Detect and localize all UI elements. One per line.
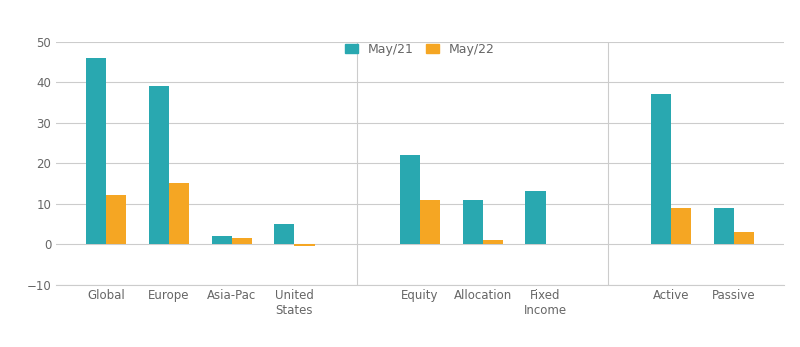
Bar [169, 183, 189, 244]
Bar [400, 155, 420, 244]
Bar [106, 195, 126, 244]
Bar [714, 208, 734, 244]
Bar [86, 58, 106, 244]
Bar [212, 236, 232, 244]
Bar [294, 244, 314, 246]
Bar [149, 86, 169, 244]
Bar [420, 200, 440, 244]
Bar [232, 238, 252, 244]
Bar [526, 192, 546, 244]
Bar [651, 94, 671, 244]
Bar [462, 200, 482, 244]
Bar [482, 240, 503, 244]
Legend: May/21, May/22: May/21, May/22 [346, 43, 494, 56]
Bar [671, 208, 691, 244]
Bar [274, 224, 294, 244]
Bar [734, 232, 754, 244]
